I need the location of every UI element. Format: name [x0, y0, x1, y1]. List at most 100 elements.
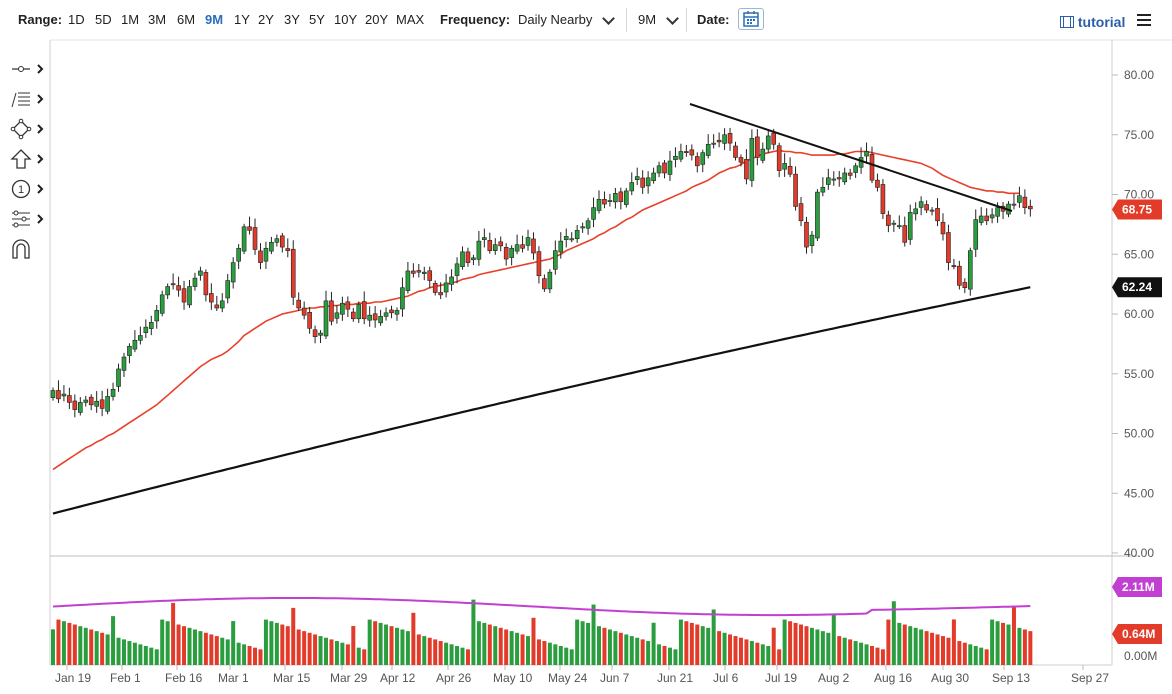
volume-bar — [476, 621, 481, 665]
volume-bar — [345, 644, 350, 665]
candle — [312, 325, 318, 344]
candle — [853, 162, 858, 178]
volume-bar — [307, 632, 312, 665]
x-tick-label: Jul 19 — [765, 671, 797, 685]
volume-zero-label: 0.00M — [1124, 649, 1157, 663]
volume-bar — [493, 626, 498, 665]
volume-bar — [116, 637, 121, 665]
volume-bar — [711, 609, 716, 665]
candle — [372, 305, 378, 328]
candle — [269, 236, 274, 255]
candle — [662, 159, 667, 179]
candle — [798, 197, 804, 227]
volume-bar — [192, 629, 197, 665]
candle — [744, 149, 749, 185]
volume-bar — [324, 637, 328, 665]
candle — [536, 246, 542, 284]
candle — [378, 309, 383, 326]
number-marker-button[interactable]: 1 — [8, 178, 48, 202]
candle — [547, 269, 553, 294]
range-button-1m[interactable]: 1M — [121, 12, 140, 27]
range-button-max[interactable]: MAX — [396, 12, 425, 27]
candle — [236, 244, 241, 269]
candle — [907, 204, 913, 245]
calendar-button[interactable] — [738, 8, 764, 30]
volume-bar — [722, 632, 727, 665]
candle — [563, 228, 569, 248]
range-button-1d[interactable]: 1D — [68, 12, 85, 27]
film-icon — [1060, 16, 1074, 28]
candle — [307, 306, 312, 334]
descending-trendline[interactable] — [689, 103, 1013, 212]
candle — [405, 262, 411, 294]
range-button-6m[interactable]: 6M — [177, 12, 196, 27]
volume-bar — [624, 634, 629, 665]
range-button-9m[interactable]: 9M — [205, 12, 224, 27]
y-tick-label: 60.00 — [1124, 307, 1154, 321]
x-tick-label: Sep 27 — [1071, 671, 1109, 685]
volume-bar — [220, 637, 225, 665]
candle — [815, 189, 820, 241]
candle — [705, 134, 711, 159]
hamburger-menu-icon[interactable] — [1137, 14, 1151, 26]
candle — [361, 291, 367, 325]
arrow-tool-button[interactable] — [8, 148, 48, 172]
volume-bar — [635, 637, 640, 665]
candle — [760, 142, 766, 164]
volume-bar — [378, 622, 383, 665]
pattern-tool-button[interactable] — [8, 208, 48, 232]
candle — [542, 274, 547, 292]
period-select[interactable]: 9M — [638, 12, 657, 27]
range-button-10y[interactable]: 10Y — [334, 12, 358, 27]
fibonacci-tool-button[interactable] — [8, 88, 48, 112]
range-button-5y[interactable]: 5Y — [309, 12, 325, 27]
volume-bar — [400, 629, 405, 665]
frequency-select[interactable]: Daily Nearby — [518, 12, 593, 27]
range-button-1y[interactable]: 1Y — [234, 12, 250, 27]
toolbar: Range: 1D 5D 1M 3M 6M 9M 1Y 2Y 3Y 5Y 10Y 20Y MAX Fre… — [0, 0, 1172, 40]
volume-bar — [121, 639, 126, 665]
volume-bar — [94, 631, 99, 665]
candle — [389, 305, 394, 319]
volume-bar — [826, 632, 831, 665]
candle — [558, 232, 564, 259]
candle — [170, 273, 176, 290]
candle — [72, 394, 78, 418]
shape-tool-button[interactable] — [8, 118, 48, 142]
candle — [645, 171, 651, 194]
range-button-20y[interactable]: 20Y — [365, 12, 389, 27]
candle — [618, 187, 624, 210]
volume-bar — [362, 649, 367, 665]
x-tick-label: Aug 30 — [931, 671, 969, 685]
candle — [591, 197, 596, 228]
volume-bar — [897, 622, 902, 665]
volume-bar — [334, 641, 339, 665]
volume-bar — [182, 626, 187, 665]
volume-bar — [247, 646, 252, 665]
volume-bar — [678, 619, 683, 665]
candle — [678, 143, 684, 163]
candle — [56, 380, 61, 404]
range-button-2y[interactable]: 2Y — [258, 12, 274, 27]
tutorial-link[interactable]: tutorial — [1060, 14, 1125, 30]
volume-bar — [280, 624, 285, 665]
volume-bar — [242, 644, 247, 665]
tutorial-label: tutorial — [1077, 14, 1126, 30]
line-tool-button[interactable] — [8, 58, 48, 82]
volume-bar — [427, 637, 432, 665]
candle — [427, 266, 433, 289]
range-button-3y[interactable]: 3Y — [284, 12, 300, 27]
volume-bar — [760, 644, 765, 665]
candle — [531, 232, 536, 260]
magnet-button[interactable] — [8, 238, 48, 262]
volume-bar — [542, 641, 547, 665]
y-tick-label: 70.00 — [1124, 188, 1154, 202]
x-tick-label: Jul 6 — [713, 671, 739, 685]
range-button-3m[interactable]: 3M — [148, 12, 167, 27]
y-tick-label: 65.00 — [1124, 247, 1154, 261]
volume-bar — [569, 649, 574, 665]
range-button-5d[interactable]: 5D — [95, 12, 112, 27]
volume-bar — [700, 626, 705, 665]
volume-bar — [629, 636, 634, 665]
